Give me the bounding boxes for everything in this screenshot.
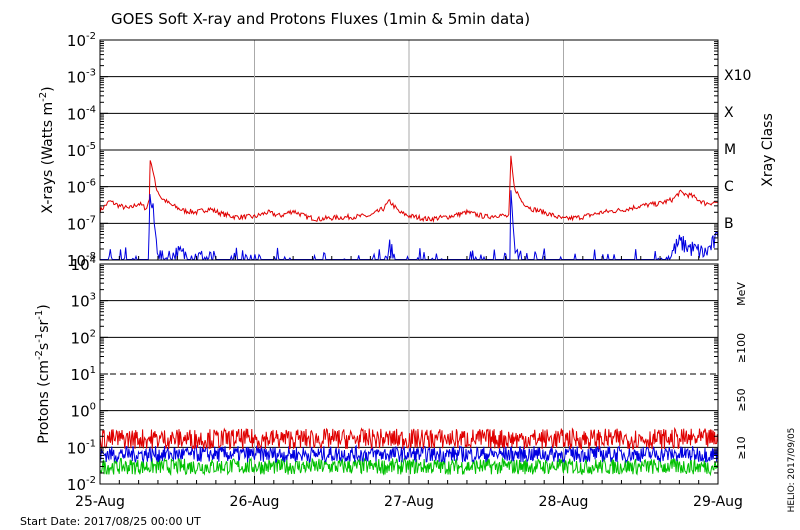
class-label-m: M xyxy=(724,142,736,158)
xray-yaxis-label: X-rays (Watts m-2) xyxy=(38,86,56,213)
svg-text:X-rays (Watts m-2): X-rays (Watts m-2) xyxy=(38,86,56,213)
proton-panel: 104 103 102 101 100 10-1 10-2 Protons (cm-2s-1… xyxy=(34,255,748,494)
xray-ytick-label: 10-3 xyxy=(67,68,96,87)
proton-50mev-series xyxy=(99,444,719,464)
proton-ytick-label: 103 xyxy=(71,292,96,311)
proton-ytick-label: 100 xyxy=(71,402,96,421)
x-tick-label: 27-Aug xyxy=(384,494,434,510)
proton-ytick-label: 104 xyxy=(71,255,96,274)
chart-title: GOES Soft X-ray and Protons Fluxes (1min… xyxy=(111,10,530,28)
proton-yaxis-label: Protons (cm-2s-1sr-1) xyxy=(34,304,52,443)
xray-class-labels: X10 X M C B xyxy=(724,68,751,232)
class-label-b: B xyxy=(724,216,734,232)
proton-10mev-series xyxy=(99,426,719,451)
xray-class-axis-label: Xray Class xyxy=(760,113,776,187)
xray-panel: 10-2 10-3 10-4 10-5 10-6 10-7 10-8 X-rays (Wat… xyxy=(38,31,776,270)
credit-label: HELIO: 2017/09/05 xyxy=(787,428,797,513)
proton-ytick-label: 101 xyxy=(71,365,96,384)
x-tick-label: 29-Aug xyxy=(693,494,743,510)
start-date: Start Date: 2017/08/25 00:00 UT xyxy=(20,515,201,528)
class-label-x10: X10 xyxy=(724,68,751,84)
legend-100mev: ≥100 xyxy=(735,333,748,363)
x-tick-label: 25-Aug xyxy=(75,494,125,510)
x-tick-label: 26-Aug xyxy=(230,494,280,510)
proton-100mev-series xyxy=(99,456,719,477)
proton-ytick-label: 102 xyxy=(71,328,96,347)
x-tick-label: 28-Aug xyxy=(539,494,589,510)
proton-ytick-label: 10-2 xyxy=(67,475,96,494)
xray-ytick-label: 10-5 xyxy=(67,141,96,160)
legend-10mev: ≥10 xyxy=(735,436,748,459)
class-label-x: X xyxy=(724,105,734,121)
svg-text:Protons (cm-2s-1sr-1): Protons (cm-2s-1sr-1) xyxy=(34,304,52,443)
proton-unit-label: MeV xyxy=(735,282,748,306)
legend-50mev: ≥50 xyxy=(735,388,748,411)
xray-ytick-label: 10-8 xyxy=(67,251,96,270)
time-axis: 25-Aug 26-Aug 27-Aug 28-Aug 29-Aug xyxy=(75,256,743,510)
xray-long-series xyxy=(99,155,719,223)
class-label-c: C xyxy=(724,179,734,195)
xray-ytick-label: 10-6 xyxy=(67,178,96,197)
xray-ytick-label: 10-2 xyxy=(67,31,96,50)
xray-ytick-label: 10-4 xyxy=(67,104,96,123)
proton-ytick-label: 10-1 xyxy=(67,438,96,457)
xray-ytick-label: 10-7 xyxy=(67,214,96,233)
